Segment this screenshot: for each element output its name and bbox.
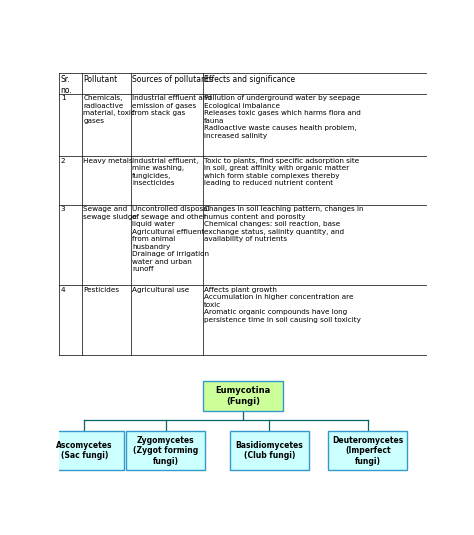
Text: Chemicals,
radioactive
material, toxic
gases: Chemicals, radioactive material, toxic g… bbox=[83, 95, 136, 124]
Text: Industrial effluent,
mine washing,
fungicides,
insecticides: Industrial effluent, mine washing, fungi… bbox=[132, 158, 199, 186]
Text: 4: 4 bbox=[61, 287, 65, 293]
Text: Agricultural use: Agricultural use bbox=[132, 287, 190, 293]
FancyBboxPatch shape bbox=[45, 431, 124, 470]
FancyBboxPatch shape bbox=[230, 431, 309, 470]
Text: Pollution of underground water by seepage
Ecological imbalance
Releases toxic ga: Pollution of underground water by seepag… bbox=[204, 95, 361, 139]
Text: Industrial effluent and
emission of gases
from stack gas: Industrial effluent and emission of gase… bbox=[132, 95, 212, 116]
Text: Changes in soil leaching pattern, changes in
humus content and porosity
Chemical: Changes in soil leaching pattern, change… bbox=[204, 207, 364, 242]
Text: Uncontrolled disposal
of sewage and other
liquid water
Agricultural effluent
fro: Uncontrolled disposal of sewage and othe… bbox=[132, 207, 210, 272]
Text: Zygomycetes
(Zygot forming
fungi): Zygomycetes (Zygot forming fungi) bbox=[133, 435, 199, 465]
Text: Affects plant growth
Accumulation in higher concentration are
toxic
Aromatic org: Affects plant growth Accumulation in hig… bbox=[204, 287, 361, 323]
Text: 1: 1 bbox=[61, 95, 65, 101]
Text: Effects and significance: Effects and significance bbox=[204, 75, 295, 84]
Text: Eumycotina
(Fungi): Eumycotina (Fungi) bbox=[215, 386, 271, 406]
Text: Pesticides: Pesticides bbox=[83, 287, 119, 293]
Text: Sr.
no.: Sr. no. bbox=[61, 75, 73, 95]
Text: 3: 3 bbox=[61, 207, 65, 212]
Text: Sewage and
sewage sludge: Sewage and sewage sludge bbox=[83, 207, 137, 220]
FancyBboxPatch shape bbox=[126, 431, 205, 470]
Text: Ascomycetes
(Sac fungi): Ascomycetes (Sac fungi) bbox=[56, 441, 112, 460]
Text: Basidiomycetes
(Club fungi): Basidiomycetes (Club fungi) bbox=[236, 441, 303, 460]
FancyBboxPatch shape bbox=[328, 431, 407, 470]
FancyBboxPatch shape bbox=[202, 381, 283, 411]
Text: Toxic to plants, find specific adsorption site
in soil, great affinity with orga: Toxic to plants, find specific adsorptio… bbox=[204, 158, 359, 186]
Text: 2: 2 bbox=[61, 158, 65, 164]
Text: Pollutant: Pollutant bbox=[83, 75, 118, 84]
Text: Sources of pollutants: Sources of pollutants bbox=[132, 75, 213, 84]
Text: Heavy metals: Heavy metals bbox=[83, 158, 133, 164]
Text: Deuteromycetes
(Imperfect
fungi): Deuteromycetes (Imperfect fungi) bbox=[332, 435, 403, 465]
